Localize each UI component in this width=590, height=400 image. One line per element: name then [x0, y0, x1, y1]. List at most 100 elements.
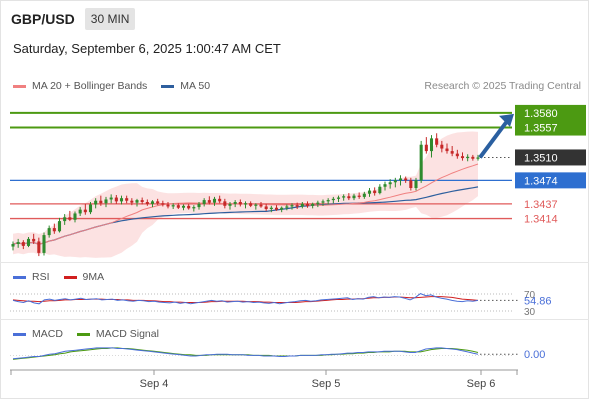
- timeframe-badge[interactable]: 30 MIN: [84, 8, 136, 30]
- candle-body: [26, 238, 31, 246]
- x-tick-label-sep-5: Sep 5: [312, 378, 341, 390]
- legend-label-ma50: MA 50: [180, 80, 211, 92]
- rsi-tick-label-70: 70: [524, 290, 536, 301]
- candle-body: [228, 203, 232, 206]
- candle-body: [460, 156, 465, 159]
- candle-body: [280, 207, 284, 210]
- candle: [197, 202, 201, 210]
- candle-body: [161, 203, 165, 205]
- candle-body: [176, 205, 180, 208]
- candle-body: [243, 203, 248, 205]
- candle: [321, 199, 325, 206]
- candle-body: [295, 205, 299, 207]
- legend-swatch-rsi: [13, 275, 26, 279]
- candle-body: [181, 205, 186, 208]
- candle-body: [471, 156, 475, 159]
- candle: [476, 154, 480, 161]
- candle: [63, 214, 67, 225]
- candle-body: [88, 204, 93, 213]
- candle-body: [264, 206, 268, 209]
- legend-label-macd: MACD: [32, 328, 63, 340]
- rsi-line: [12, 293, 479, 305]
- legend-swatch-ma20: [13, 84, 26, 88]
- main-legend: MA 20 + Bollinger Bands MA 50: [13, 80, 224, 92]
- candle-body: [192, 207, 196, 209]
- candle: [135, 198, 139, 207]
- candle-body: [47, 228, 51, 236]
- candle-body: [94, 200, 98, 205]
- candle-body: [99, 200, 103, 204]
- candle: [119, 195, 124, 205]
- candle: [300, 202, 304, 209]
- legend-label-rsi: RSI: [32, 271, 50, 283]
- level-label-1.3580: 1.3580: [524, 108, 558, 120]
- candle: [419, 140, 423, 183]
- candle: [269, 205, 273, 213]
- candle-body: [42, 235, 46, 253]
- candle: [78, 207, 82, 216]
- candle: [393, 177, 397, 188]
- candle-body: [316, 202, 320, 204]
- candle: [73, 211, 77, 223]
- candle: [150, 200, 155, 208]
- candle: [326, 198, 330, 205]
- candle: [373, 187, 377, 196]
- candle-body: [223, 201, 227, 206]
- candle-body: [238, 202, 242, 205]
- candle: [254, 203, 258, 210]
- legend-swatch-macd-signal: [76, 332, 90, 336]
- candle: [212, 196, 217, 206]
- candle-body: [32, 238, 36, 242]
- candle-body: [197, 203, 201, 208]
- candle: [238, 199, 242, 207]
- rsi-panel: [10, 293, 518, 312]
- candle: [99, 195, 103, 206]
- candle-body: [259, 204, 263, 207]
- candle: [466, 154, 470, 162]
- candle: [130, 198, 134, 206]
- legend-item-ma50: MA 50: [161, 80, 210, 92]
- bollinger-band-area: [13, 131, 478, 258]
- candle: [47, 225, 51, 238]
- candle: [57, 217, 62, 233]
- candle: [445, 143, 449, 154]
- level-label-1.3437: 1.3437: [524, 199, 558, 211]
- rsi-tick-label-30: 30: [524, 307, 536, 318]
- candle-body: [202, 200, 206, 204]
- candle: [207, 196, 211, 205]
- candle-body: [73, 213, 77, 220]
- candle-body: [450, 151, 454, 154]
- candle-body: [300, 203, 304, 207]
- candle-body: [78, 209, 82, 214]
- candle-body: [57, 221, 62, 232]
- candle-body: [388, 182, 392, 185]
- candle: [32, 233, 36, 244]
- candle: [295, 202, 299, 209]
- candle: [290, 203, 294, 210]
- candle-body: [130, 200, 134, 203]
- candle-body: [409, 180, 413, 188]
- candle-body: [269, 207, 273, 209]
- price-panel: [10, 104, 586, 258]
- legend-label-9ma: 9MA: [82, 271, 105, 283]
- legend-label-ma20: MA 20 + Bollinger Bands: [32, 80, 148, 92]
- candle: [367, 188, 372, 197]
- candle-body: [311, 203, 315, 206]
- level-tag-1.3557: [515, 119, 586, 136]
- candle-body: [114, 197, 118, 202]
- candle-body: [140, 200, 144, 202]
- candle-body: [336, 197, 341, 199]
- candle: [21, 240, 25, 250]
- macd-panel: [10, 347, 518, 360]
- candle: [362, 191, 366, 199]
- candle-body: [254, 204, 258, 206]
- candle: [398, 175, 403, 186]
- candle-body: [342, 196, 346, 198]
- candle: [181, 204, 186, 211]
- candle: [378, 184, 382, 195]
- candle: [218, 195, 222, 204]
- candle: [450, 146, 454, 157]
- candle: [114, 195, 118, 204]
- x-tick-label-sep-6: Sep 6: [467, 378, 496, 390]
